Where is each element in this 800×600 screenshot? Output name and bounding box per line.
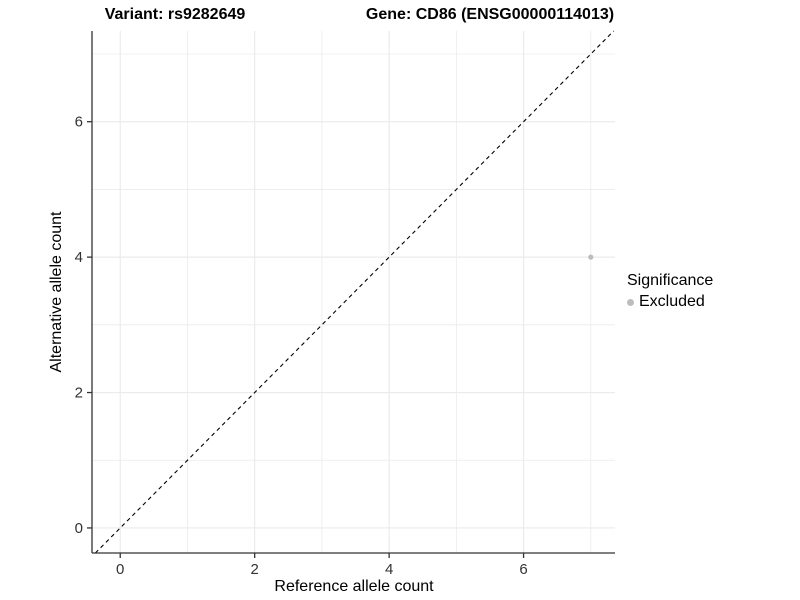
legend-item-label: Excluded <box>639 293 705 310</box>
y-tick-label: 4 <box>75 249 83 266</box>
y-tick-label: 0 <box>75 520 83 537</box>
identity-line <box>94 30 615 554</box>
y-tick-label: 6 <box>75 114 83 131</box>
excluded-dot-icon <box>627 298 634 306</box>
y-tick-label: 2 <box>75 385 83 402</box>
x-tick-label: 0 <box>116 561 124 578</box>
x-tick-label: 4 <box>385 561 393 578</box>
legend-title: Significance <box>627 272 714 289</box>
x-tick-label: 2 <box>251 561 259 578</box>
gene-title: Gene: CD86 (ENSG00000114013) <box>365 6 615 23</box>
legend: Significance Excluded <box>627 272 713 311</box>
x-axis-title: Reference allele count <box>274 578 434 595</box>
legend-item-excluded: Excluded <box>627 293 713 311</box>
x-tick-label: 6 <box>519 561 527 578</box>
variant-title: Variant: rs9282649 <box>104 6 246 23</box>
y-axis-title: Alternative allele count <box>48 211 65 373</box>
data-point <box>588 254 594 260</box>
